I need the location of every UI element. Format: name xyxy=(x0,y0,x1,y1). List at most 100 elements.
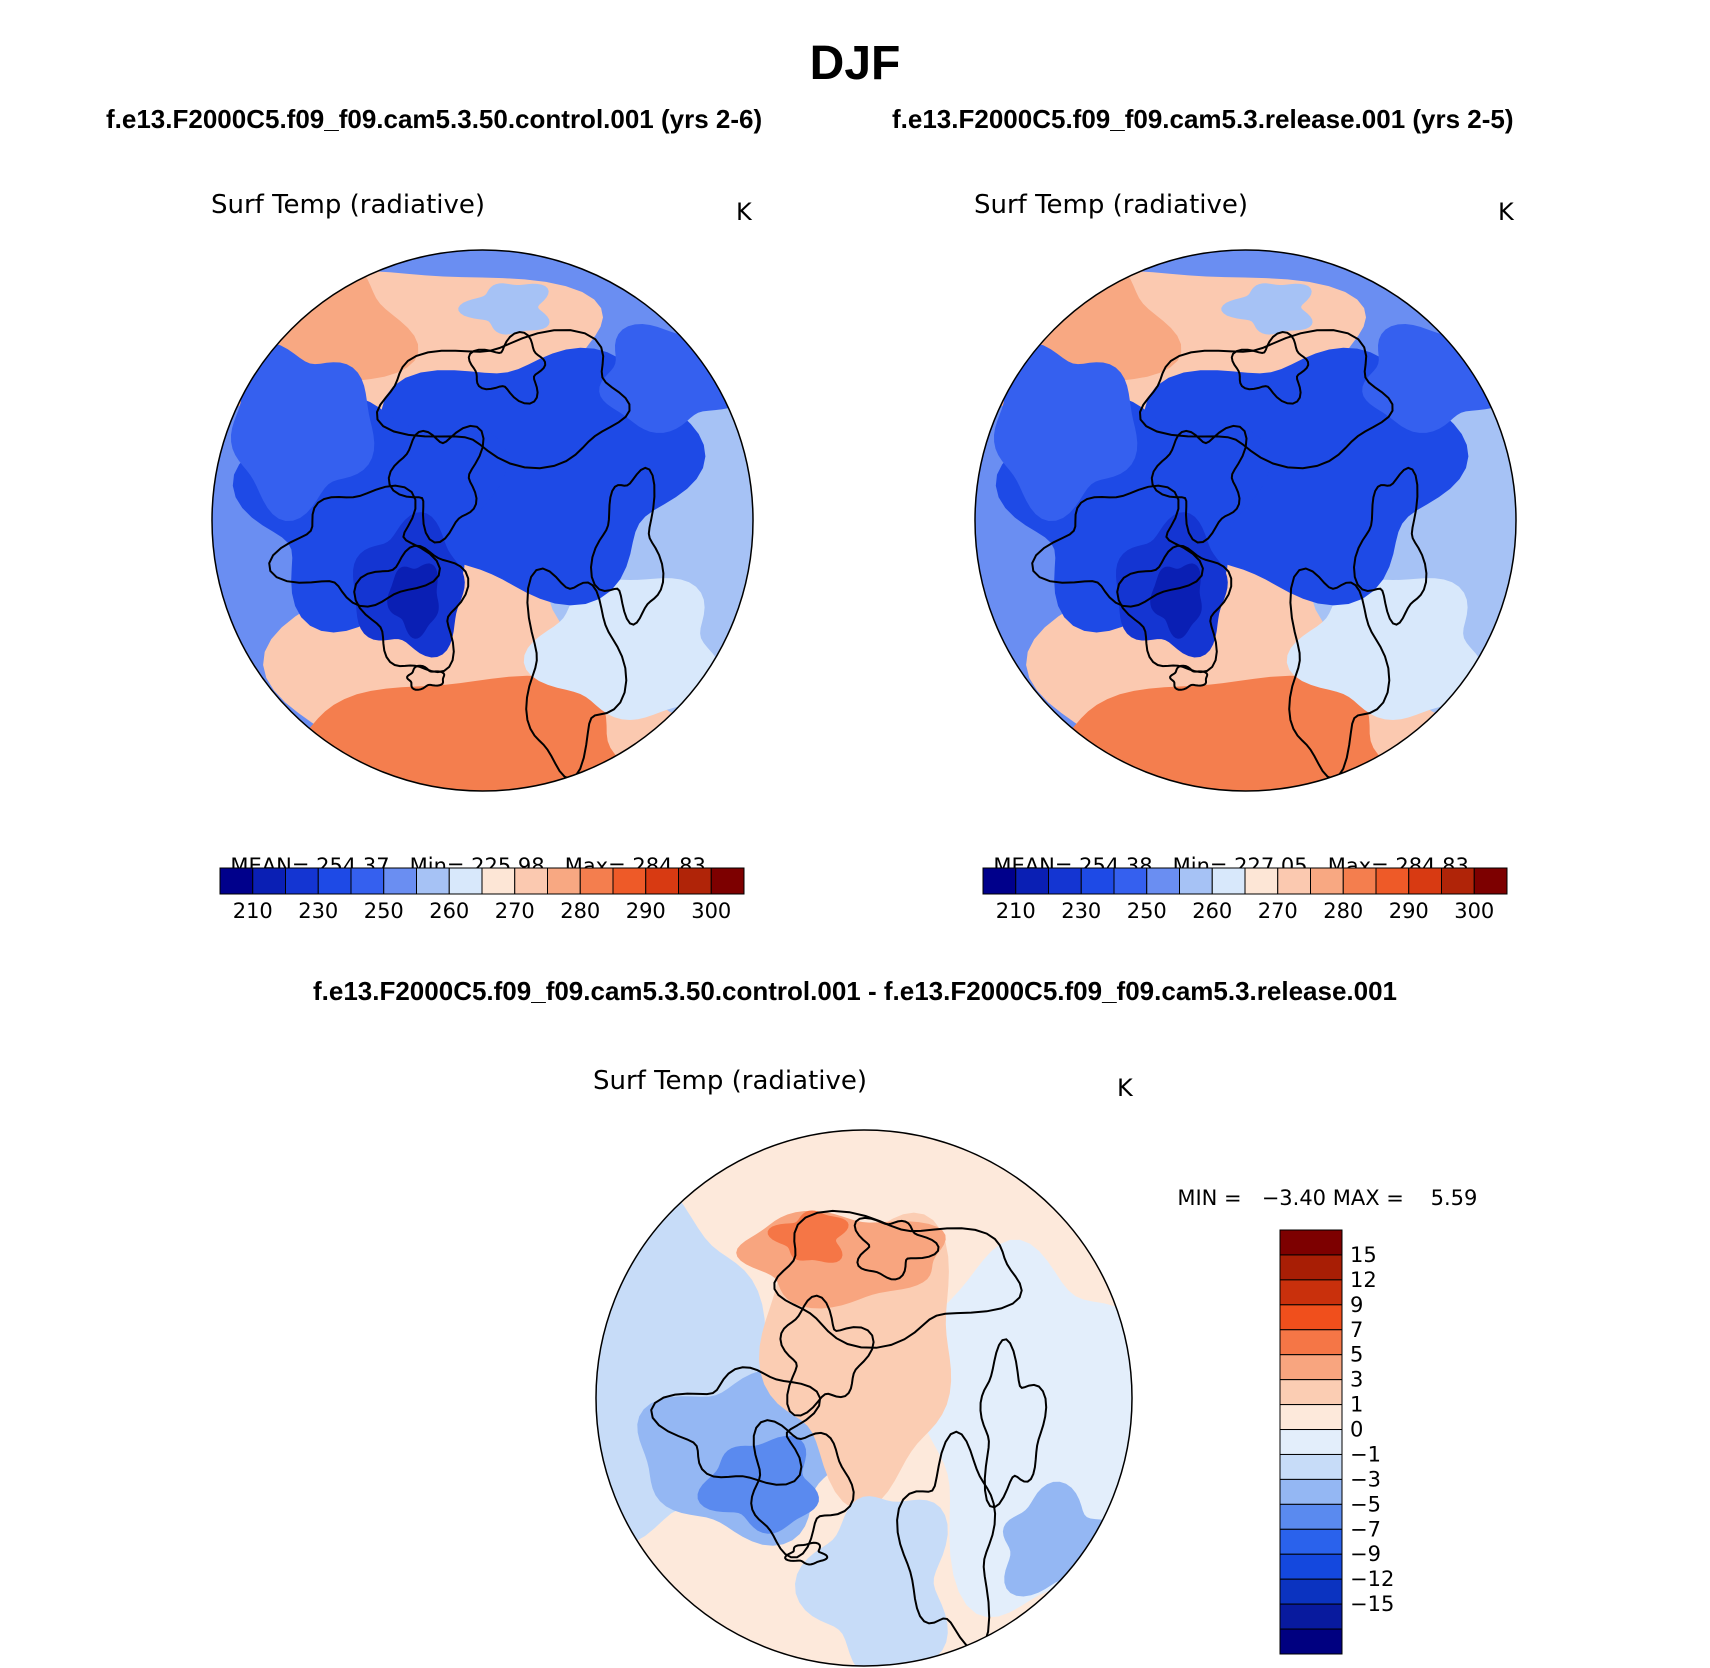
panel-control-map-coastline xyxy=(353,544,470,674)
panel-release-colorbar-tick-label: 280 xyxy=(1323,899,1363,923)
panel-control-colorbar-tick-label: 270 xyxy=(495,899,535,923)
panel-control-colorbar: 210 230 250 260 270 280 290 300 xyxy=(219,867,745,923)
panel-release-colorbar-box-12 xyxy=(1375,867,1410,895)
panel-release-map-field-region xyxy=(1023,675,1403,791)
panel-difference-colorbar-tick-label: 9 xyxy=(1350,1293,1363,1317)
panel-difference-min-label: MIN = xyxy=(1177,1186,1242,1210)
panel-difference-colorbar-box-13 xyxy=(1279,1553,1343,1580)
panel-difference-map-coastline xyxy=(773,1209,1023,1349)
panel-difference-colorbar-box-2 xyxy=(1279,1279,1343,1306)
panel-release-colorbar-box-3 xyxy=(1080,867,1115,895)
panel-release-map-boundary xyxy=(974,249,1517,792)
panel-difference-colorbar-tick-label: 15 xyxy=(1350,1243,1377,1267)
panel-control-colorbar-tick-label: 290 xyxy=(626,899,666,923)
panel-difference-map-field-region xyxy=(697,1435,819,1534)
panel-difference-colorbar-box-1 xyxy=(1279,1254,1343,1281)
panel-release-colorbar-box-9 xyxy=(1277,867,1311,895)
panel-difference-colorbar-tick-label: 0 xyxy=(1350,1418,1363,1442)
panel-difference-map-coastline xyxy=(650,1366,822,1486)
panel-control-colorbar-tick-label: 300 xyxy=(691,899,731,923)
panel-release-colorbar-tick-label: 300 xyxy=(1454,899,1494,923)
panel-release-colorbar-box-2 xyxy=(1048,867,1082,895)
panel-difference-map-field-region xyxy=(767,1210,849,1263)
panel-control-colorbar-box-13 xyxy=(645,867,679,895)
panel-release-colorbar-box-6 xyxy=(1179,867,1213,895)
panel-control-map-coastline xyxy=(387,424,485,544)
panel-release-colorbar-box-4 xyxy=(1113,867,1148,895)
panel-release-colorbar-tick-label: 250 xyxy=(1127,899,1167,923)
panel-difference-colorbar-box-6 xyxy=(1279,1379,1343,1406)
panel-release-map-coastline xyxy=(1138,329,1394,470)
figure-title: DJF xyxy=(809,37,901,90)
panel-control-colorbar-box-6 xyxy=(416,867,450,895)
panel-release-colorbar-box-14 xyxy=(1441,867,1475,895)
panel-control-colorbar-tick-label: 250 xyxy=(364,899,404,923)
panel-release-colorbar-tick-label: 230 xyxy=(1061,899,1101,923)
panel-release-colorbar-box-0 xyxy=(982,867,1017,895)
panel-release-map-coastline xyxy=(1230,330,1310,405)
panel-difference-colorbar-tick-label: −9 xyxy=(1350,1542,1381,1566)
panel-control-map xyxy=(211,249,754,792)
panel-difference-colorbar-box-15 xyxy=(1279,1603,1343,1630)
panel-control-colorbar-box-0 xyxy=(219,867,254,895)
panel-release-map-coastline xyxy=(1352,466,1428,626)
panel-control-colorbar-box-3 xyxy=(317,867,352,895)
panel-difference-colorbar-box-0 xyxy=(1279,1229,1343,1256)
panel-control-map-field-region xyxy=(260,675,640,791)
panel-control-colorbar-box-10 xyxy=(547,867,581,895)
panel-difference-colorbar-box-4 xyxy=(1279,1329,1343,1356)
panel-difference-colorbar-box-10 xyxy=(1279,1478,1343,1505)
panel-control-map-coastline xyxy=(525,567,628,780)
panel-control-colorbar-box-14 xyxy=(678,867,712,895)
panel-control-colorbar-tick-label: 210 xyxy=(233,899,273,923)
panel-difference-colorbar-tick-label: −3 xyxy=(1350,1467,1381,1491)
panel-release-colorbar-box-15 xyxy=(1473,867,1508,895)
panel-difference-colorbar-box-8 xyxy=(1279,1429,1343,1455)
panel-difference-colorbar-box-12 xyxy=(1279,1528,1343,1555)
panel-control-colorbar-tick-label: 230 xyxy=(298,899,338,923)
panel-control-map-field-region xyxy=(523,578,724,720)
panel-difference-map-coastline xyxy=(784,1541,829,1566)
panel-release-colorbar-box-1 xyxy=(1015,867,1049,895)
panel-control-map-field-region xyxy=(231,343,375,521)
panel-control-colorbar-box-2 xyxy=(285,867,319,895)
panel-release-colorbar: 210 230 250 260 270 280 290 300 xyxy=(982,867,1508,923)
panel-release-colorbar-tick-label: 270 xyxy=(1258,899,1298,923)
difference-header: f.e13.F2000C5.f09_f09.cam5.3.50.control.… xyxy=(312,976,1398,1006)
panel-difference-colorbar-tick-label: 7 xyxy=(1350,1318,1363,1342)
panel-control-map-field-region xyxy=(387,563,439,639)
panel-control-map-coastline xyxy=(589,466,665,626)
panel-difference-title: Surf Temp (radiative) xyxy=(593,1066,868,1096)
panel-difference-stats: MIN = −3.40 MAX = 5.59 xyxy=(1164,1162,1477,1210)
panel-difference-map xyxy=(595,1129,1133,1667)
panel-difference-colorbar-tick-label: −5 xyxy=(1350,1492,1381,1516)
panel-release-colorbar-tick-label: 290 xyxy=(1389,899,1429,923)
panel-release-colorbar-box-5 xyxy=(1146,867,1180,895)
panel-difference-colorbar-box-14 xyxy=(1279,1578,1343,1605)
panel-release-title: Surf Temp (radiative) xyxy=(974,190,1249,220)
panel-release-units: K xyxy=(1498,198,1514,226)
panel-release-map xyxy=(974,249,1517,792)
panel-release-map-field-region xyxy=(1286,578,1487,720)
panel-control-map-coastline xyxy=(268,484,441,608)
panel-difference-colorbar-box-11 xyxy=(1279,1503,1343,1530)
panel-difference-colorbar-tick-label: −7 xyxy=(1350,1517,1381,1541)
case-b-header: f.e13.F2000C5.f09_f09.cam5.3.release.001… xyxy=(892,104,1514,134)
panel-difference-colorbar-tick-label: 1 xyxy=(1350,1393,1363,1417)
panel-difference-units: K xyxy=(1117,1074,1133,1102)
panel-control-title: Surf Temp (radiative) xyxy=(211,190,486,220)
panel-control-map-field-region xyxy=(458,283,550,335)
panel-control-colorbar-box-5 xyxy=(383,867,417,895)
panel-difference-map-coastline xyxy=(750,1419,855,1559)
panel-release-colorbar-box-8 xyxy=(1244,867,1279,895)
panel-release-colorbar-box-13 xyxy=(1408,867,1442,895)
panel-difference-colorbar-tick-label: 3 xyxy=(1350,1368,1363,1392)
panel-difference-colorbar-box-16 xyxy=(1279,1628,1343,1655)
case-a-header: f.e13.F2000C5.f09_f09.cam5.3.50.control.… xyxy=(106,104,763,134)
panel-difference-colorbar-box-3 xyxy=(1279,1304,1343,1331)
panel-release-map-coastline xyxy=(1169,664,1209,691)
panel-difference-colorbar-tick-label: 12 xyxy=(1350,1268,1377,1292)
panel-control-map-coastline xyxy=(375,329,631,470)
panel-difference-map-field-region xyxy=(795,1496,948,1666)
